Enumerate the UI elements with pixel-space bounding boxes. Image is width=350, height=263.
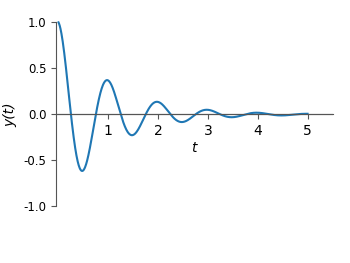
X-axis label: t: t (191, 141, 197, 155)
Y-axis label: y(t): y(t) (4, 102, 18, 127)
